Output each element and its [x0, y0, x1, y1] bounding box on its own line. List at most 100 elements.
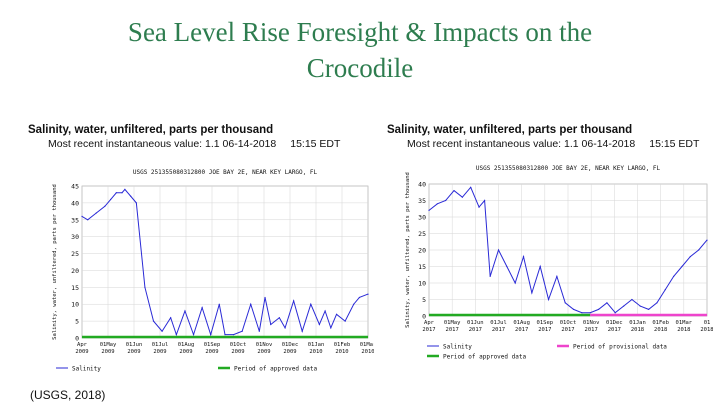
y-tick-label: 0 [422, 313, 426, 321]
salinity-data-point [531, 292, 533, 294]
left-chart-header: Salinity, water, unfiltered, parts per t… [28, 124, 274, 136]
salinity-data-point [330, 327, 332, 329]
salinity-data-point [87, 219, 89, 221]
left-recent-value: Most recent instantaneous value: 1.1 06-… [48, 138, 341, 150]
legend-label: Salinity [72, 366, 101, 373]
left-salinity-chart: USGS 251355080312800 JOE BAY 2E, NEAR KE… [52, 169, 374, 373]
salinity-data-point [428, 209, 430, 211]
salinity-data-point [631, 298, 633, 301]
salinity-data-point [318, 323, 320, 326]
salinity-data-point [344, 320, 346, 322]
x-tick-label: 01Feb [334, 342, 351, 348]
legend-label: Period of approved data [443, 354, 526, 361]
salinity-data-point [572, 308, 575, 310]
x-tick-label: 01Dec [282, 342, 299, 348]
y-tick-label: 20 [418, 247, 426, 255]
plot-area [81, 185, 369, 339]
salinity-data-point [201, 307, 203, 309]
chart-title: USGS 251355080312800 JOE BAY 2E, NEAR KE… [133, 169, 318, 176]
y-tick-label: 35 [418, 197, 426, 205]
salinity-data-point [673, 275, 675, 277]
salinity-data-point [130, 195, 132, 197]
x-tick-year: 2009 [257, 349, 270, 355]
salinity-data-point [95, 212, 97, 214]
x-tick-label: 01Aug [513, 320, 530, 326]
x-tick-label: 01Jul [152, 342, 169, 348]
x-tick-label: 01Sep [204, 342, 221, 348]
salinity-data-point [698, 249, 700, 251]
salinity-data-point [689, 256, 691, 258]
x-tick-label: 01Jul [490, 320, 507, 326]
y-tick-label: 40 [418, 181, 426, 189]
salinity-data-point [250, 303, 252, 305]
salinity-data-point [522, 256, 525, 258]
salinity-data-point [353, 303, 355, 305]
x-tick-label: 01Jan [308, 342, 325, 348]
salinity-data-point [284, 327, 286, 329]
salinity-data-point [436, 203, 438, 205]
slide-title-line1: Sea Level Rise Foresight & Impacts on th… [127, 17, 593, 47]
x-tick-year: 2009 [179, 349, 192, 355]
y-tick-label: 30 [418, 214, 426, 222]
x-tick-year: 2017 [469, 327, 482, 333]
x-tick-year: 2017 [538, 327, 551, 333]
salinity-data-point [135, 202, 137, 204]
x-tick-label: Apr [424, 320, 435, 326]
x-tick-year: 2017 [515, 327, 528, 333]
salinity-data-point [581, 312, 583, 314]
x-tick-year: 2017 [446, 327, 459, 333]
salinity-data-point [656, 302, 658, 304]
salinity-data-point [556, 275, 558, 277]
salinity-data-point [489, 275, 491, 277]
citation: (USGS, 2018) [30, 388, 106, 402]
salinity-data-point [241, 330, 243, 332]
salinity-data-point [258, 330, 260, 332]
x-tick-year: 2017 [585, 327, 598, 333]
y-tick-label: 40 [71, 199, 79, 207]
salinity-data-point [445, 199, 447, 202]
salinity-data-point [597, 308, 600, 310]
y-axis-label: Salinity, water, unfiltered, parts per t… [405, 172, 411, 328]
x-tick-label: 01Feb [652, 320, 669, 326]
salinity-data-point [301, 330, 303, 332]
salinity-data-point [564, 302, 566, 304]
slide-title-line2: Crocodile [306, 53, 414, 83]
right-chart-header: Salinity, water, unfiltered, parts per t… [387, 124, 633, 136]
y-tick-label: 20 [71, 267, 79, 275]
x-tick-year: 2009 [101, 349, 114, 355]
salinity-data-point [367, 293, 369, 295]
salinity-data-point [639, 305, 641, 307]
salinity-data-point [232, 334, 235, 336]
x-tick-label: 01Nov [583, 320, 600, 326]
salinity-series-line [81, 188, 369, 337]
x-tick-label: 01Nov [256, 342, 273, 348]
salinity-data-point [115, 192, 117, 194]
x-tick-label: 01Oct [560, 320, 577, 326]
salinity-data-point [506, 265, 508, 268]
salinity-data-point [589, 312, 591, 314]
salinity-data-point [81, 215, 83, 217]
legend-label: Period of provisional data [573, 344, 667, 351]
y-tick-label: 30 [71, 233, 79, 241]
salinity-data-point [175, 334, 177, 336]
x-tick-year: 2018 [677, 327, 690, 333]
x-tick-year: 2018 [631, 327, 644, 333]
salinity-data-point [539, 265, 541, 268]
right-recent-value: Most recent instantaneous value: 1.1 06-… [407, 138, 700, 150]
x-tick-year: 2017 [492, 327, 505, 333]
legend-label: Period of approved data [234, 366, 317, 373]
x-tick-label: Apr [77, 342, 88, 348]
right-chart-panel: Salinity, water, unfiltered, parts per t… [387, 124, 713, 374]
salinity-data-point [184, 310, 186, 312]
x-tick-year: 2010 [361, 349, 374, 355]
x-tick-label: 01Jun [126, 342, 143, 348]
x-tick-year: 2009 [75, 349, 88, 355]
salinity-data-point [335, 313, 338, 315]
y-tick-label: 10 [71, 301, 79, 309]
legend-label: Salinity [443, 344, 472, 351]
salinity-data-point [461, 196, 463, 198]
x-tick-label: 01Aug [178, 342, 195, 348]
x-tick-label: 01May [444, 320, 461, 326]
salinity-data-point [152, 320, 155, 322]
x-tick-label: 01Mar [676, 320, 693, 326]
